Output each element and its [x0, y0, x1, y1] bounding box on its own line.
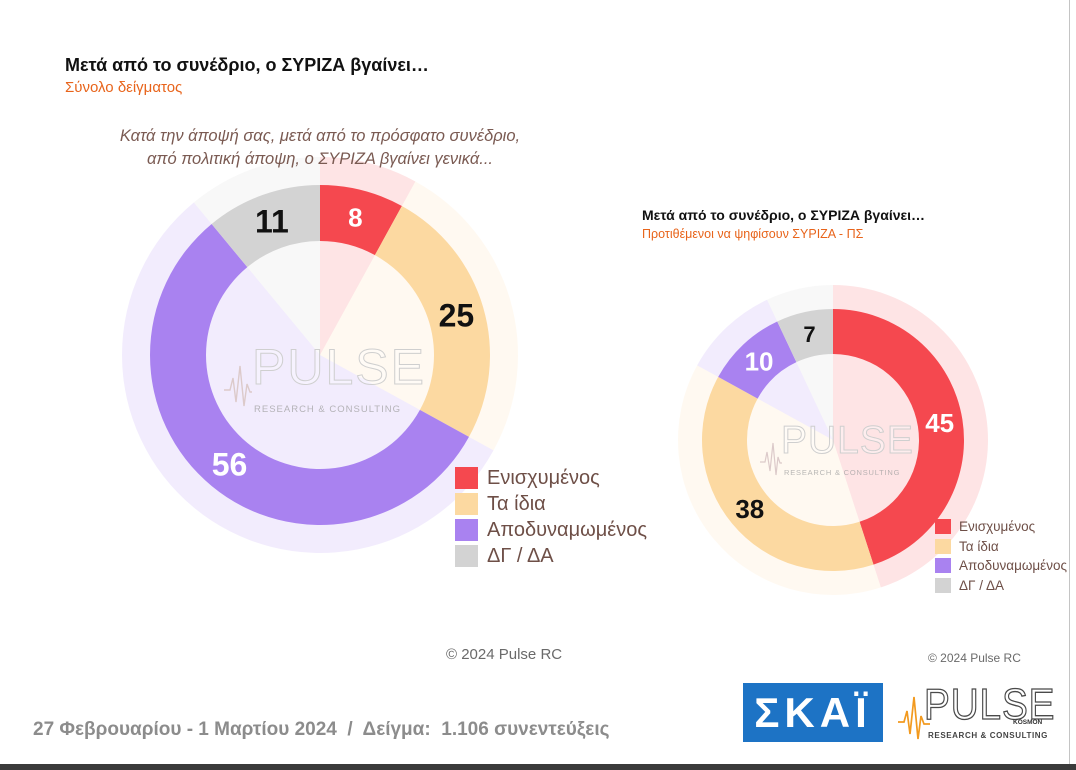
donut-labels: 8 25 56 11 [212, 202, 474, 482]
slice-no-answer [211, 185, 320, 268]
legend-item: Αποδυναμωμένος [935, 556, 1067, 576]
slice-no-answer [777, 309, 833, 363]
legend-label: Τα ίδια [487, 492, 546, 515]
legend-item: Τα ίδια [455, 491, 647, 517]
pulse-logo-word: PULSE [923, 679, 1056, 729]
legend-swatch-same [935, 538, 951, 554]
legend-label: Ενισχυμένος [487, 466, 600, 489]
watermark-pulse-word: PULSE [252, 339, 426, 396]
slice-weakened [718, 321, 797, 399]
slice-weakened [150, 224, 469, 525]
slice-strengthened [833, 309, 964, 565]
watermark-pulse-icon [224, 365, 252, 407]
value-label-no-answer: 11 [255, 203, 289, 239]
chart-title-total: Μετά από το συνέδριο, ο ΣΥΡΙΖΑ βγαίνει… [65, 55, 429, 75]
legend-swatch-strengthened [935, 519, 951, 535]
legend-swatch-no-answer [455, 545, 478, 567]
slice-same [702, 376, 874, 571]
donut-chart-total-sample: 8 25 56 11 [122, 157, 518, 553]
legend-label: ΔΓ / ΔΑ [959, 577, 1004, 593]
value-label-no-answer: 7 [803, 322, 815, 347]
legend-swatch-no-answer [935, 577, 951, 593]
legend-label: Αποδυναμωμένος [487, 518, 647, 541]
value-label-same: 25 [439, 297, 475, 333]
value-label-strengthened: 8 [348, 202, 362, 232]
legend-swatch-weakened [935, 558, 951, 574]
donut-chart-syriza-voters: 45 38 10 7 [678, 285, 988, 595]
pulse-logo-sub: KOSMON [1013, 719, 1043, 726]
legend-label: Ενισχυμένος [959, 519, 1036, 535]
legend-item: ΔΓ / ΔΑ [935, 576, 1067, 596]
bottom-strip [0, 764, 1076, 770]
legend-swatch-weakened [455, 519, 478, 541]
value-label-weakened: 56 [212, 446, 248, 482]
legend-item: ΔΓ / ΔΑ [455, 543, 647, 569]
pulse-logo-icon [898, 696, 930, 740]
legend-item: Ενισχυμένος [935, 517, 1067, 537]
watermark-pulse-icon [760, 442, 782, 476]
legend-total: Ενισχυμένος Τα ίδια Αποδυναμωμένος ΔΓ / … [455, 465, 647, 569]
copyright-voters: © 2024 Pulse RC [928, 651, 1021, 665]
chart-subtitle-total: Σύνολο δείγματος [65, 79, 183, 96]
skai-logo-text: ΣΚΑΪ [754, 688, 872, 736]
watermark-pulse-tagline: RESEARCH & CONSULTING [784, 468, 901, 477]
legend-label: ΔΓ / ΔΑ [487, 544, 554, 567]
slice-same [374, 206, 491, 437]
donut-ring [702, 309, 964, 571]
value-label-strengthened: 45 [925, 408, 954, 438]
legend-swatch-strengthened [455, 467, 478, 489]
legend-voters: Ενισχυμένος Τα ίδια Αποδυναμωμένος ΔΓ / … [935, 517, 1067, 595]
survey-question-line: Κατά την άποψή σας, μετά από το πρόσφατο… [119, 127, 521, 145]
survey-question-line: από πολιτική άποψη, ο ΣΥΡΙΖΑ βγαίνει γεν… [146, 150, 494, 168]
chart-title-voters: Μετά από το συνέδριο, ο ΣΥΡΙΖΑ βγαίνει… [642, 207, 926, 223]
skai-logo: ΣΚΑΪ [743, 683, 883, 742]
survey-question: Κατά την άποψή σας, μετά από το πρόσφατο… [60, 125, 580, 171]
legend-swatch-same [455, 493, 478, 515]
legend-label: Τα ίδια [959, 538, 999, 554]
copyright-total: © 2024 Pulse RC [446, 646, 563, 663]
chart-subtitle-voters: Προτιθέμενοι να ψηφίσουν ΣΥΡΙΖΑ - ΠΣ [642, 227, 864, 241]
slice-strengthened [320, 185, 402, 256]
right-edge-line [1069, 0, 1070, 764]
fieldwork-info: 27 Φεβρουαρίου - 1 Μαρτίου 2024 / Δείγμα… [33, 719, 610, 740]
legend-label: Αποδυναμωμένος [959, 558, 1067, 574]
donut-labels: 45 38 10 7 [735, 322, 954, 524]
legend-item: Τα ίδια [935, 537, 1067, 557]
legend-item: Αποδυναμωμένος [455, 517, 647, 543]
watermark-pulse-tagline: RESEARCH & CONSULTING [254, 404, 401, 415]
legend-item: Ενισχυμένος [455, 465, 647, 491]
watermark-pulse-word: PULSE [781, 419, 914, 463]
value-label-same: 38 [735, 494, 764, 524]
pulse-logo-tagline: RESEARCH & CONSULTING [928, 731, 1049, 740]
value-label-weakened: 10 [745, 346, 774, 376]
donut-ring [150, 185, 491, 525]
